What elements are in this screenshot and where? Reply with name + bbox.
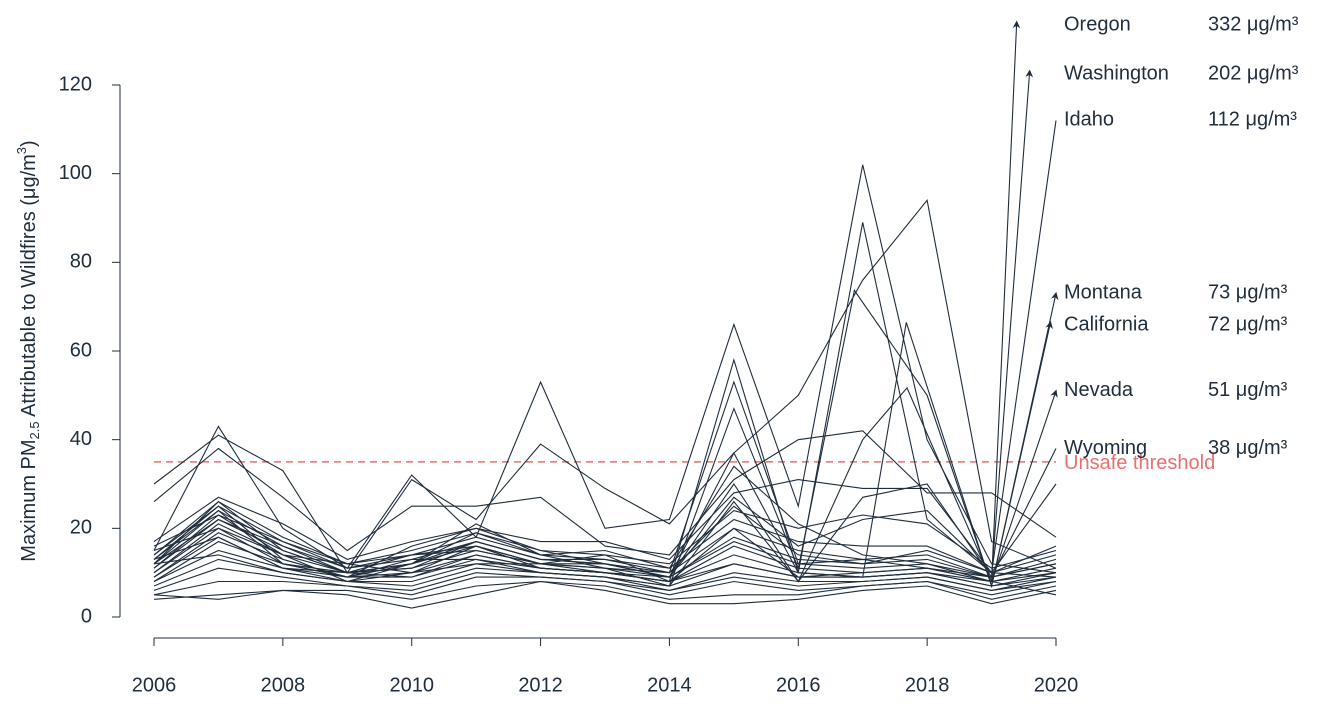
series-name: Nevada xyxy=(1064,379,1134,401)
series-line xyxy=(153,483,1057,578)
series-name: Wyoming xyxy=(1064,437,1147,459)
series-line xyxy=(153,523,1057,583)
series-line xyxy=(153,69,1034,578)
y-tick-label: 60 xyxy=(70,339,92,361)
series-name: Washington xyxy=(1064,62,1169,84)
x-tick-label: 2018 xyxy=(905,674,950,696)
x-tick-label: 2006 xyxy=(132,674,177,696)
x-tick-label: 2020 xyxy=(1034,674,1079,696)
end-label: 73 μg/m³ xyxy=(1208,282,1288,304)
end-label: 112 μg/m³ xyxy=(1208,109,1297,131)
end-label: 38 μg/m³ xyxy=(1208,437,1288,459)
y-tick-label: 100 xyxy=(59,162,92,184)
y-tick-label: 80 xyxy=(70,251,92,273)
series-name: Montana xyxy=(1064,282,1143,304)
series-line xyxy=(153,479,1057,574)
series-line xyxy=(153,580,1057,609)
series-line xyxy=(153,120,1057,583)
end-label: 332 μg/m³ xyxy=(1208,13,1299,35)
end-label: 51 μg/m³ xyxy=(1208,379,1288,401)
x-tick-label: 2012 xyxy=(518,674,563,696)
series-name: California xyxy=(1064,314,1149,336)
end-label: 202 μg/m³ xyxy=(1208,62,1299,84)
x-tick-label: 2014 xyxy=(647,674,692,696)
x-tick-label: 2008 xyxy=(261,674,306,696)
series-line xyxy=(153,164,1057,574)
series-line xyxy=(153,567,1057,591)
y-tick-label: 20 xyxy=(70,517,92,539)
y-tick-label: 0 xyxy=(81,605,92,627)
y-tick-label: 40 xyxy=(70,428,92,450)
series-line xyxy=(153,501,1057,569)
series-line xyxy=(153,199,1057,574)
y-axis-label: Maximum PM2.5 Attributable to Wildfires … xyxy=(14,140,42,561)
end-label: 72 μg/m³ xyxy=(1208,314,1288,336)
threshold-label: Unsafe threshold xyxy=(1064,452,1215,474)
x-tick-label: 2010 xyxy=(389,674,434,696)
series-line xyxy=(153,496,1057,578)
series-name: Oregon xyxy=(1064,13,1131,35)
series-line xyxy=(153,509,1057,578)
series-line xyxy=(153,465,1057,583)
series-name: Idaho xyxy=(1064,109,1114,131)
x-tick-label: 2016 xyxy=(776,674,821,696)
series-line xyxy=(153,580,1057,600)
y-tick-label: 120 xyxy=(59,73,92,95)
series-line xyxy=(153,430,1057,556)
